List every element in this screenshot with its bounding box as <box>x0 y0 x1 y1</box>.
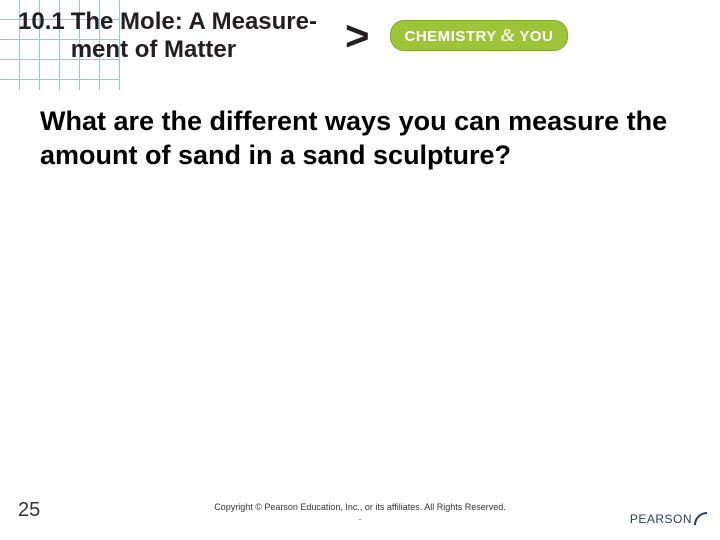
badge-ampersand: & <box>501 25 516 46</box>
section-number: 10.1 <box>18 8 65 63</box>
title-block: 10.1 The Mole: A Measure-ment of Matter <box>18 8 317 63</box>
question-text: What are the different ways you can meas… <box>40 105 680 173</box>
chemistry-badge: CHEMISTRY & YOU <box>390 20 569 51</box>
badge-right: YOU <box>519 28 553 45</box>
slide-title: The Mole: A Measure-ment of Matter <box>71 8 317 63</box>
logo-text: PEARSON <box>630 512 692 526</box>
pearson-logo: PEARSON <box>630 512 708 526</box>
chevron-icon: > <box>345 12 370 60</box>
copyright-text: Copyright © Pearson Education, Inc., or … <box>0 502 720 522</box>
slide-header: 10.1 The Mole: A Measure-ment of Matter … <box>18 8 710 63</box>
badge-left: CHEMISTRY <box>405 28 497 45</box>
logo-arc-icon <box>694 512 708 526</box>
